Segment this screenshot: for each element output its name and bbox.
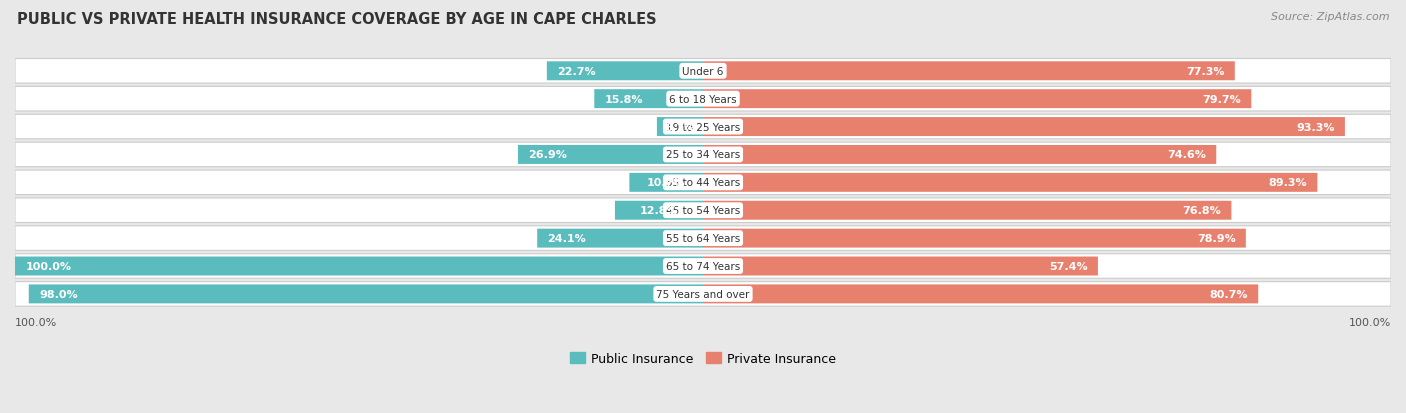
Text: 74.6%: 74.6%: [1167, 150, 1206, 160]
Text: 93.3%: 93.3%: [1296, 122, 1334, 132]
Text: 65 to 74 Years: 65 to 74 Years: [666, 261, 740, 271]
FancyBboxPatch shape: [15, 257, 703, 276]
Text: 55 to 64 Years: 55 to 64 Years: [666, 234, 740, 244]
FancyBboxPatch shape: [703, 257, 1098, 276]
Text: PUBLIC VS PRIVATE HEALTH INSURANCE COVERAGE BY AGE IN CAPE CHARLES: PUBLIC VS PRIVATE HEALTH INSURANCE COVER…: [17, 12, 657, 27]
FancyBboxPatch shape: [703, 229, 1246, 248]
Text: 22.7%: 22.7%: [557, 66, 596, 76]
Text: 26.9%: 26.9%: [529, 150, 567, 160]
FancyBboxPatch shape: [15, 171, 1391, 195]
FancyBboxPatch shape: [15, 199, 1391, 223]
FancyBboxPatch shape: [537, 229, 703, 248]
Text: 80.7%: 80.7%: [1209, 289, 1249, 299]
FancyBboxPatch shape: [703, 90, 1251, 109]
FancyBboxPatch shape: [657, 118, 703, 137]
FancyBboxPatch shape: [547, 62, 703, 81]
FancyBboxPatch shape: [703, 201, 1232, 220]
FancyBboxPatch shape: [703, 118, 1346, 137]
FancyBboxPatch shape: [28, 285, 703, 304]
FancyBboxPatch shape: [630, 173, 703, 192]
FancyBboxPatch shape: [703, 173, 1317, 192]
Text: 79.7%: 79.7%: [1202, 95, 1241, 104]
Legend: Public Insurance, Private Insurance: Public Insurance, Private Insurance: [569, 352, 837, 365]
Text: Under 6: Under 6: [682, 66, 724, 76]
Text: Source: ZipAtlas.com: Source: ZipAtlas.com: [1271, 12, 1389, 22]
Text: 12.8%: 12.8%: [640, 206, 678, 216]
Text: 98.0%: 98.0%: [39, 289, 77, 299]
Text: 35 to 44 Years: 35 to 44 Years: [666, 178, 740, 188]
Text: 19 to 25 Years: 19 to 25 Years: [666, 122, 740, 132]
Text: 100.0%: 100.0%: [25, 261, 72, 271]
Text: 25 to 34 Years: 25 to 34 Years: [666, 150, 740, 160]
Text: 6 to 18 Years: 6 to 18 Years: [669, 95, 737, 104]
FancyBboxPatch shape: [15, 59, 1391, 84]
Text: 45 to 54 Years: 45 to 54 Years: [666, 206, 740, 216]
FancyBboxPatch shape: [15, 143, 1391, 167]
Text: 10.7%: 10.7%: [647, 178, 686, 188]
Text: 57.4%: 57.4%: [1049, 261, 1088, 271]
Text: 78.9%: 78.9%: [1197, 234, 1236, 244]
Text: 6.7%: 6.7%: [665, 122, 696, 132]
FancyBboxPatch shape: [595, 90, 703, 109]
Text: 100.0%: 100.0%: [15, 317, 58, 327]
FancyBboxPatch shape: [703, 285, 1258, 304]
Text: 15.8%: 15.8%: [605, 95, 643, 104]
FancyBboxPatch shape: [15, 87, 1391, 112]
FancyBboxPatch shape: [614, 201, 703, 220]
FancyBboxPatch shape: [703, 146, 1216, 164]
Text: 100.0%: 100.0%: [1348, 317, 1391, 327]
FancyBboxPatch shape: [15, 115, 1391, 140]
Text: 89.3%: 89.3%: [1268, 178, 1308, 188]
Text: 77.3%: 77.3%: [1187, 66, 1225, 76]
FancyBboxPatch shape: [703, 62, 1234, 81]
FancyBboxPatch shape: [15, 282, 1391, 306]
Text: 24.1%: 24.1%: [547, 234, 586, 244]
Text: 76.8%: 76.8%: [1182, 206, 1220, 216]
Text: 75 Years and over: 75 Years and over: [657, 289, 749, 299]
FancyBboxPatch shape: [15, 226, 1391, 251]
FancyBboxPatch shape: [517, 146, 703, 164]
FancyBboxPatch shape: [15, 254, 1391, 279]
